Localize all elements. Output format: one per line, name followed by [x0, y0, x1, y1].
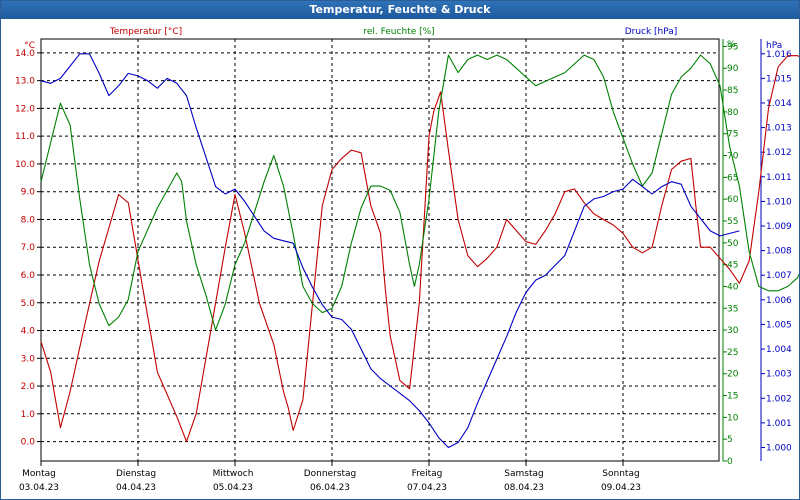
left-axis-tick-label: 7.0	[21, 243, 36, 253]
x-axis-day-label: Sonntag	[602, 469, 639, 479]
left-axis-unit: °C	[24, 41, 35, 51]
left-axis-tick-label: 8.0	[21, 215, 36, 225]
legend-label-1: Temperatur [°C]	[109, 27, 182, 37]
middle-axis-tick-label: 5	[727, 435, 733, 445]
left-axis-tick-label: 5.0	[21, 299, 36, 309]
left-axis-tick-label: 9.0	[21, 188, 36, 198]
legend-label-2: rel. Feuchte [%]	[363, 27, 434, 37]
left-axis-tick-label: 11.0	[15, 132, 35, 142]
right-axis-tick-label: 1.010	[766, 197, 792, 207]
left-axis-tick-label: 4.0	[21, 327, 36, 337]
x-axis-date-label: 07.04.23	[407, 483, 447, 493]
middle-axis-tick-label: 0	[727, 457, 733, 467]
left-axis-tick-label: 13.0	[15, 77, 35, 87]
middle-axis-tick-label: 75	[727, 130, 738, 140]
middle-axis-unit: %	[727, 40, 736, 50]
middle-axis-tick-label: 90	[727, 64, 739, 74]
middle-axis-tick-label: 80	[727, 108, 739, 118]
middle-axis-tick-label: 35	[727, 304, 738, 314]
middle-axis-tick-label: 25	[727, 348, 738, 358]
left-axis-tick-label: 1.0	[21, 410, 36, 420]
middle-axis-tick-label: 95	[727, 42, 738, 52]
x-axis-day-label: Samstag	[504, 469, 543, 479]
series-line-3	[40, 53, 740, 449]
left-axis-tick-label: 12.0	[15, 104, 35, 114]
left-axis-tick-label: 14.0	[15, 49, 35, 59]
x-axis-date-label: 03.04.23	[19, 483, 59, 493]
middle-axis-tick-label: 65	[727, 173, 738, 183]
right-axis-tick-label: 1.002	[766, 394, 792, 404]
series-line-2	[40, 54, 799, 331]
middle-axis-tick-label: 20	[727, 370, 739, 380]
window-title: Temperatur, Feuchte & Druck	[1, 1, 799, 19]
legend-label-3: Druck [hPa]	[625, 27, 678, 37]
x-axis-date-label: 08.04.23	[504, 483, 544, 493]
right-axis-tick-label: 1.014	[766, 99, 792, 109]
right-axis-tick-label: 1.012	[766, 148, 792, 158]
x-axis-day-label: Donnerstag	[304, 469, 357, 479]
right-axis-tick-label: 1.009	[766, 222, 792, 232]
middle-axis-tick-label: 10	[727, 413, 739, 423]
middle-axis-tick-label: 60	[727, 195, 739, 205]
middle-axis-tick-label: 55	[727, 217, 738, 227]
left-axis-tick-label: 10.0	[15, 160, 35, 170]
right-axis-unit: hPa	[766, 41, 782, 51]
right-axis-tick-label: 1.008	[766, 247, 792, 257]
middle-axis-tick-label: 70	[727, 152, 739, 162]
right-axis-tick-label: 1.016	[766, 50, 792, 60]
middle-axis-tick-label: 45	[727, 261, 738, 271]
x-axis-day-label: Dienstag	[116, 469, 156, 479]
right-axis-tick-label: 1.011	[766, 173, 792, 183]
left-axis-tick-label: 3.0	[21, 354, 36, 364]
left-axis-tick-label: 0.0	[21, 438, 36, 448]
middle-axis-tick-label: 85	[727, 86, 738, 96]
right-axis-tick-label: 1.001	[766, 419, 792, 429]
right-axis-tick-label: 1.015	[766, 74, 792, 84]
middle-axis-tick-label: 15	[727, 392, 738, 402]
plot-area	[40, 38, 720, 462]
right-axis-tick-label: 1.007	[766, 271, 792, 281]
series-line-1	[40, 55, 799, 443]
x-axis-date-label: 06.04.23	[310, 483, 350, 493]
x-axis-date-label: 05.04.23	[213, 483, 253, 493]
middle-axis-tick-label: 30	[727, 326, 739, 336]
x-axis-day-label: Mittwoch	[213, 469, 254, 479]
middle-axis-tick-label: 50	[727, 239, 739, 249]
left-axis-tick-label: 2.0	[21, 382, 36, 392]
right-axis-tick-label: 1.006	[766, 296, 792, 306]
left-axis-tick-label: 6.0	[21, 271, 36, 281]
middle-axis-tick-label: 40	[727, 282, 739, 292]
x-axis-day-label: Montag	[22, 469, 56, 479]
x-axis-day-label: Freitag	[412, 469, 443, 479]
chart-canvas: 0.0 1.0 2.0 3.0 4.0 5.0 6.0 7.0 8.0 9.0 10.0 11.0 12…	[15, 27, 799, 493]
x-axis-date-label: 04.04.23	[116, 483, 156, 493]
right-axis-tick-label: 1.013	[766, 124, 792, 134]
right-axis-tick-label: 1.005	[766, 320, 792, 330]
right-axis-tick-label: 1.004	[766, 345, 792, 355]
right-axis-tick-label: 1.003	[766, 370, 792, 380]
x-axis-date-label: 09.04.23	[601, 483, 641, 493]
right-axis-tick-label: 1.000	[766, 443, 792, 453]
